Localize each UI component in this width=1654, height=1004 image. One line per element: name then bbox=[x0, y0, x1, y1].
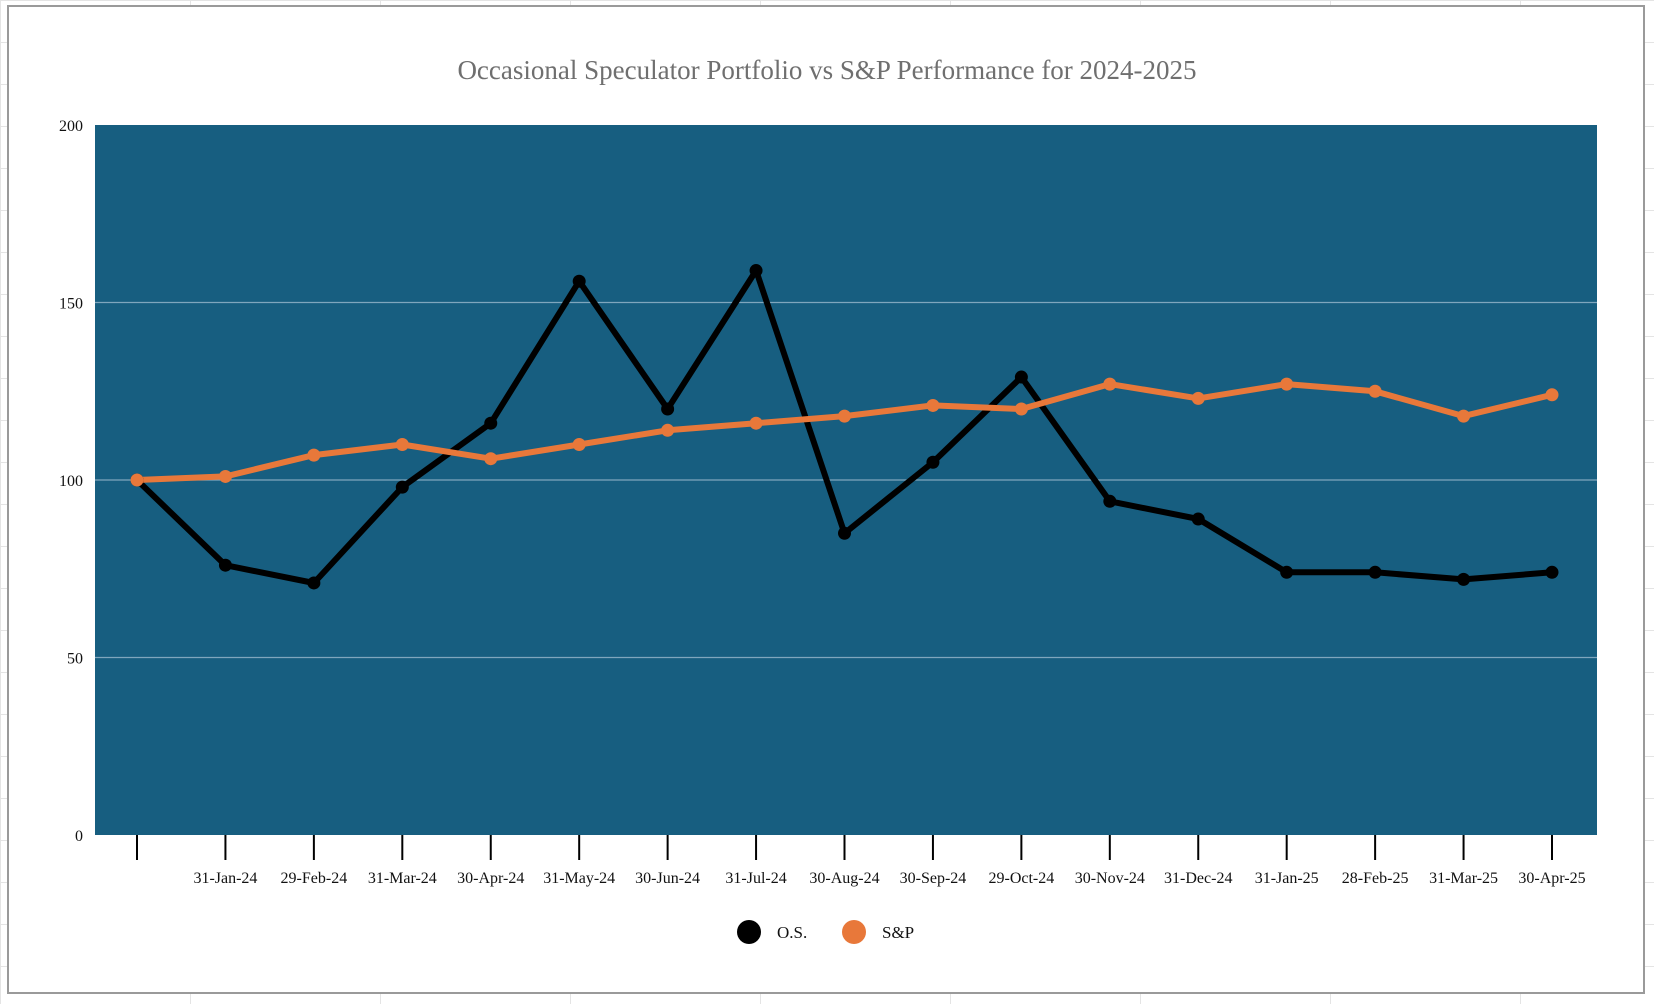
x-tick-label: 31-Mar-25 bbox=[1429, 870, 1498, 887]
data-point bbox=[1545, 388, 1559, 402]
legend-label: S&P bbox=[882, 923, 914, 942]
data-point bbox=[1457, 409, 1471, 423]
data-point bbox=[749, 264, 763, 278]
data-point bbox=[484, 416, 498, 430]
data-point bbox=[1014, 370, 1028, 384]
data-point bbox=[1191, 512, 1205, 526]
legend: O.S. S&P bbox=[737, 920, 914, 944]
data-point bbox=[395, 438, 409, 451]
data-point bbox=[1014, 402, 1028, 416]
x-tick-label: 31-Mar-24 bbox=[368, 870, 437, 887]
x-tick-label: 31-Jul-24 bbox=[725, 870, 786, 887]
data-point bbox=[1280, 565, 1294, 579]
data-point bbox=[1457, 572, 1471, 586]
data-point bbox=[218, 469, 232, 483]
data-point bbox=[572, 274, 586, 288]
data-point bbox=[1280, 377, 1294, 391]
x-tick-label: 31-Dec-24 bbox=[1164, 870, 1232, 887]
data-point bbox=[926, 398, 940, 412]
data-point bbox=[395, 480, 409, 494]
y-axis: 0 50 100 150 200 bbox=[59, 118, 83, 845]
data-point bbox=[926, 455, 940, 469]
y-tick-label: 100 bbox=[59, 473, 83, 490]
x-tick-label: 30-Sep-24 bbox=[900, 870, 967, 887]
x-tick-label: 30-Apr-24 bbox=[457, 870, 524, 887]
series-layer bbox=[130, 264, 1559, 590]
data-point bbox=[307, 448, 321, 462]
x-tick-label: 30-Apr-25 bbox=[1518, 870, 1585, 887]
data-point bbox=[838, 526, 851, 540]
data-point bbox=[1191, 391, 1205, 405]
y-tick-label: 0 bbox=[75, 828, 83, 845]
legend-marker bbox=[842, 920, 866, 944]
data-point bbox=[661, 402, 675, 416]
x-tick-label: 31-May-24 bbox=[543, 870, 615, 887]
y-tick-label: 150 bbox=[59, 296, 83, 313]
x-tick-label: 31-Jan-25 bbox=[1255, 870, 1319, 887]
data-point bbox=[749, 416, 763, 430]
data-point bbox=[838, 409, 851, 423]
data-point bbox=[1103, 377, 1117, 391]
data-point bbox=[1545, 565, 1559, 579]
x-tick-label: 28-Feb-25 bbox=[1342, 870, 1409, 887]
gridlines bbox=[95, 301, 1597, 659]
legend-label: O.S. bbox=[777, 923, 807, 942]
legend-marker bbox=[737, 920, 761, 944]
chart-title: Occasional Speculator Portfolio vs S&P P… bbox=[457, 55, 1196, 85]
x-tick-label: 30-Nov-24 bbox=[1075, 870, 1145, 887]
data-point bbox=[1368, 565, 1382, 579]
data-point bbox=[218, 558, 232, 572]
data-point bbox=[1103, 494, 1117, 508]
y-tick-label: 200 bbox=[59, 118, 83, 135]
data-point bbox=[572, 438, 586, 451]
x-tick-label: 29-Feb-24 bbox=[281, 870, 348, 887]
x-axis: 31-Jan-24 29-Feb-24 31-Mar-24 30-Apr-24 31-M… bbox=[136, 835, 1586, 887]
data-point bbox=[661, 423, 675, 437]
x-tick-label: 30-Aug-24 bbox=[809, 870, 879, 887]
y-tick-label: 50 bbox=[67, 651, 83, 668]
data-point bbox=[307, 576, 321, 590]
x-tick-label: 29-Oct-24 bbox=[988, 870, 1054, 887]
data-point bbox=[1368, 384, 1382, 398]
data-point bbox=[484, 452, 498, 466]
x-tick-label: 31-Jan-24 bbox=[193, 870, 257, 887]
x-tick-label: 30-Jun-24 bbox=[635, 870, 700, 887]
data-point bbox=[130, 473, 144, 487]
